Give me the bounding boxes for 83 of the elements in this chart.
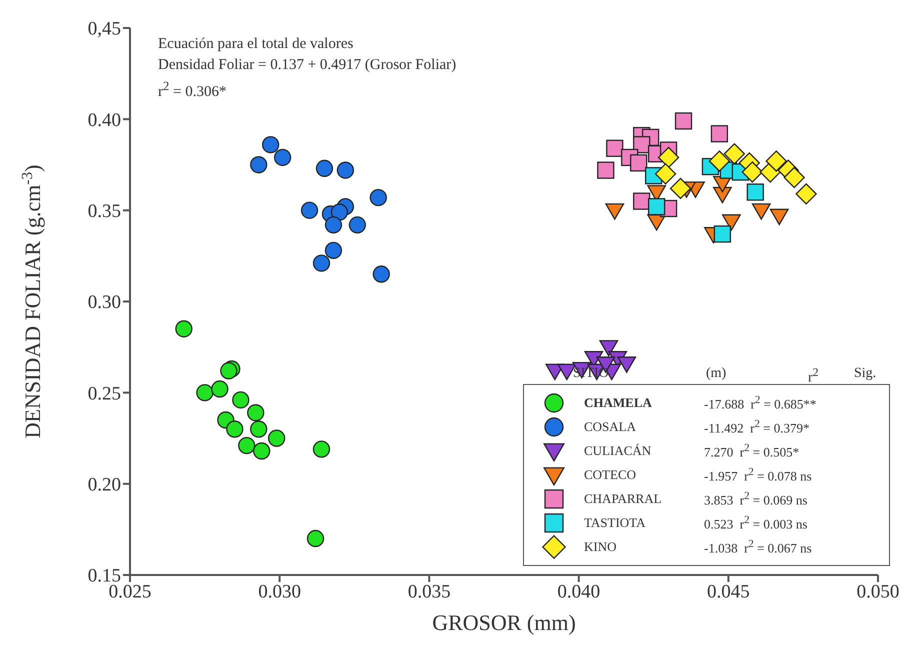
point <box>324 216 342 234</box>
point <box>630 154 648 172</box>
point <box>370 188 387 206</box>
point <box>599 340 618 356</box>
point <box>196 384 214 402</box>
y-tick-label: 0.20 <box>88 474 121 496</box>
point <box>247 404 264 422</box>
annotation: -11.492 r$^{2}$ = 0.379* <box>704 418 810 436</box>
legend-label: COTECO <box>584 467 637 483</box>
point <box>175 320 192 338</box>
point <box>746 184 764 201</box>
point <box>710 125 728 142</box>
annotation: r$^{2}$ = 0.306* <box>158 78 228 102</box>
point <box>724 143 745 164</box>
x-tick-label: 0.045 <box>707 581 750 602</box>
point <box>268 430 286 447</box>
annotation: -1.957 r$^{2}$ = 0.078 ns <box>704 466 812 484</box>
point <box>606 140 624 157</box>
y-tick-label: 0.40 <box>88 110 121 131</box>
point <box>770 208 789 226</box>
point <box>742 161 763 183</box>
annotation: -1.038 r$^{2}$ = 0.067 ns <box>704 538 812 556</box>
y-tick-label: 0.35 <box>88 201 121 222</box>
annotation: Densidad Foliar = 0.137 + 0.4917 (Grosor Foliar) <box>158 56 456 75</box>
point <box>648 198 666 216</box>
point <box>274 148 292 166</box>
point <box>250 156 268 174</box>
y-tick-label: 0.25 <box>88 383 121 404</box>
point <box>312 440 330 458</box>
x-axis-title: GROSOR (mm) <box>432 610 576 635</box>
legend-label: COSALA <box>584 419 638 435</box>
annotation: -17.688 r$^{2}$ = 0.685** <box>704 394 816 412</box>
point <box>262 136 280 154</box>
point <box>232 391 250 409</box>
point <box>752 203 771 220</box>
annotation: 3.853 r$^{2}$ = 0.069 ns <box>704 490 808 508</box>
point <box>330 204 348 221</box>
point <box>372 266 390 283</box>
point <box>253 442 270 460</box>
legend-label: KINO <box>584 539 618 555</box>
point <box>654 163 676 184</box>
point <box>220 362 238 380</box>
point <box>658 146 680 168</box>
point <box>597 162 614 179</box>
annotation: r$^{2}$ <box>808 366 818 387</box>
point <box>796 183 817 205</box>
y-tick-label: 0.30 <box>88 292 121 314</box>
annotation: 7.270 r$^{2}$ = 0.505* <box>704 442 800 460</box>
point <box>633 192 650 210</box>
legend-label: CHAMELA <box>584 395 653 411</box>
point <box>784 166 805 188</box>
point <box>670 178 692 200</box>
annotation: Ecuación para el total de valores <box>158 35 354 54</box>
x-tick-label: 0.050 <box>856 581 900 602</box>
legend-label: CULIACÁN <box>584 443 652 459</box>
legend-label: TASTIOTA <box>584 515 646 531</box>
annotation: Sig. <box>854 366 876 382</box>
point <box>348 216 366 234</box>
x-tick-label: 0.030 <box>258 581 301 602</box>
point <box>300 202 318 219</box>
point <box>674 112 692 130</box>
point <box>722 214 741 231</box>
point <box>316 160 334 177</box>
annotation: (m) <box>706 366 726 382</box>
point <box>617 356 636 373</box>
point <box>714 225 732 243</box>
point <box>708 150 730 172</box>
point <box>766 150 787 172</box>
x-tick-label: 0.040 <box>557 581 600 602</box>
x-tick-label: 0.035 <box>408 581 451 602</box>
legend-label: CHAPARRAL <box>584 491 663 507</box>
point <box>336 162 354 179</box>
point <box>238 436 256 454</box>
point <box>211 380 228 398</box>
point <box>312 254 330 272</box>
point <box>605 203 624 220</box>
point <box>324 242 342 260</box>
point <box>250 420 268 438</box>
x-tick-label: 0.025 <box>108 581 152 602</box>
annotation: 0.523 r$^{2}$ = 0.003 ns <box>704 514 808 532</box>
y-tick-label: 0,45 <box>88 18 121 40</box>
point <box>306 530 324 548</box>
point <box>226 420 244 438</box>
